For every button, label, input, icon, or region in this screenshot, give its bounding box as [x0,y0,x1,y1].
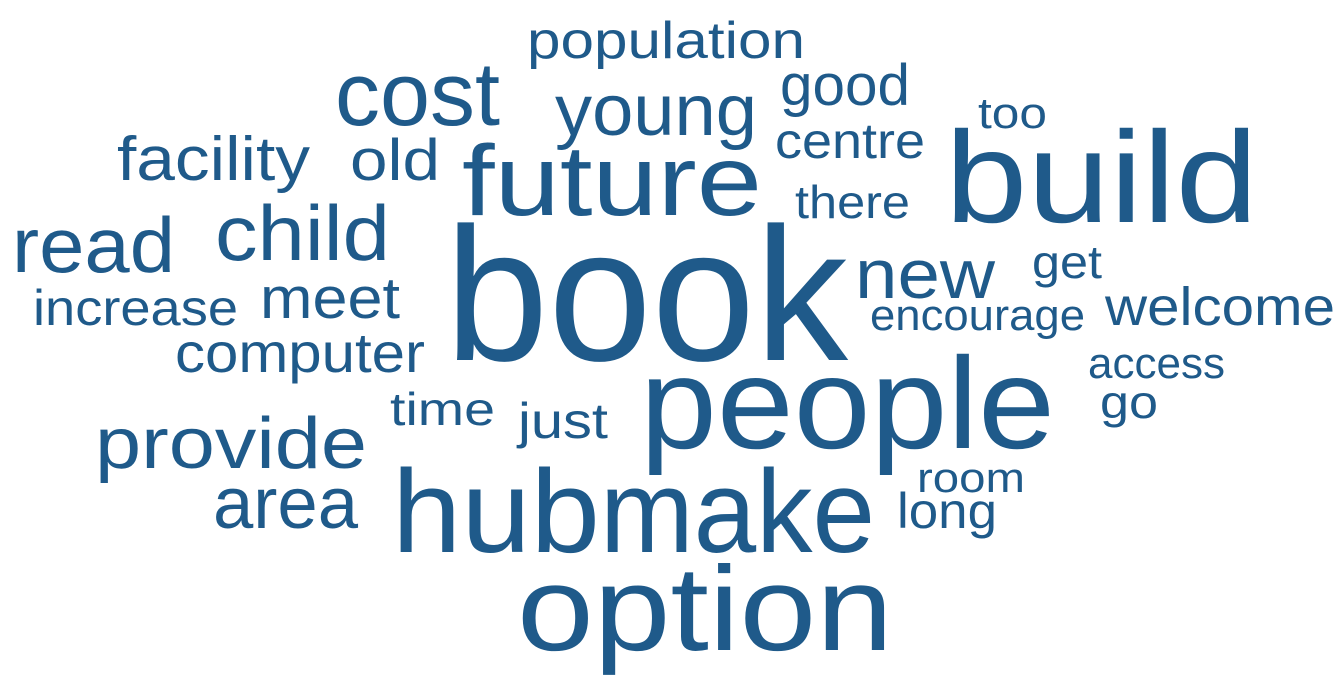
word: make [600,446,875,578]
word: future [462,125,762,237]
word: welcome [1104,277,1335,337]
word: get [1032,236,1102,288]
word: young [555,71,757,151]
word: read [12,201,175,289]
word: book [445,189,849,401]
word: room [917,454,1025,501]
word: option [517,542,893,676]
word: hub [392,446,600,578]
word: too [978,89,1047,138]
word: access [1088,339,1225,388]
word: long [897,483,997,539]
word: cost [335,45,500,145]
word: facility [117,125,310,194]
word: area [213,464,359,544]
word: encourage [870,291,1085,340]
word: child [215,189,390,277]
word: increase [33,280,238,336]
word: old [350,128,440,193]
word: meet [260,266,400,331]
word: computer [175,321,425,384]
word: good [780,53,910,118]
word: build [945,104,1258,250]
word: provide [95,404,367,484]
word: there [795,176,910,228]
word: new [855,235,995,313]
word: just [516,393,608,449]
word: centre [775,113,925,169]
word: people [640,330,1055,476]
word: go [1100,376,1158,428]
word: time [390,383,495,435]
word: population [527,12,805,70]
